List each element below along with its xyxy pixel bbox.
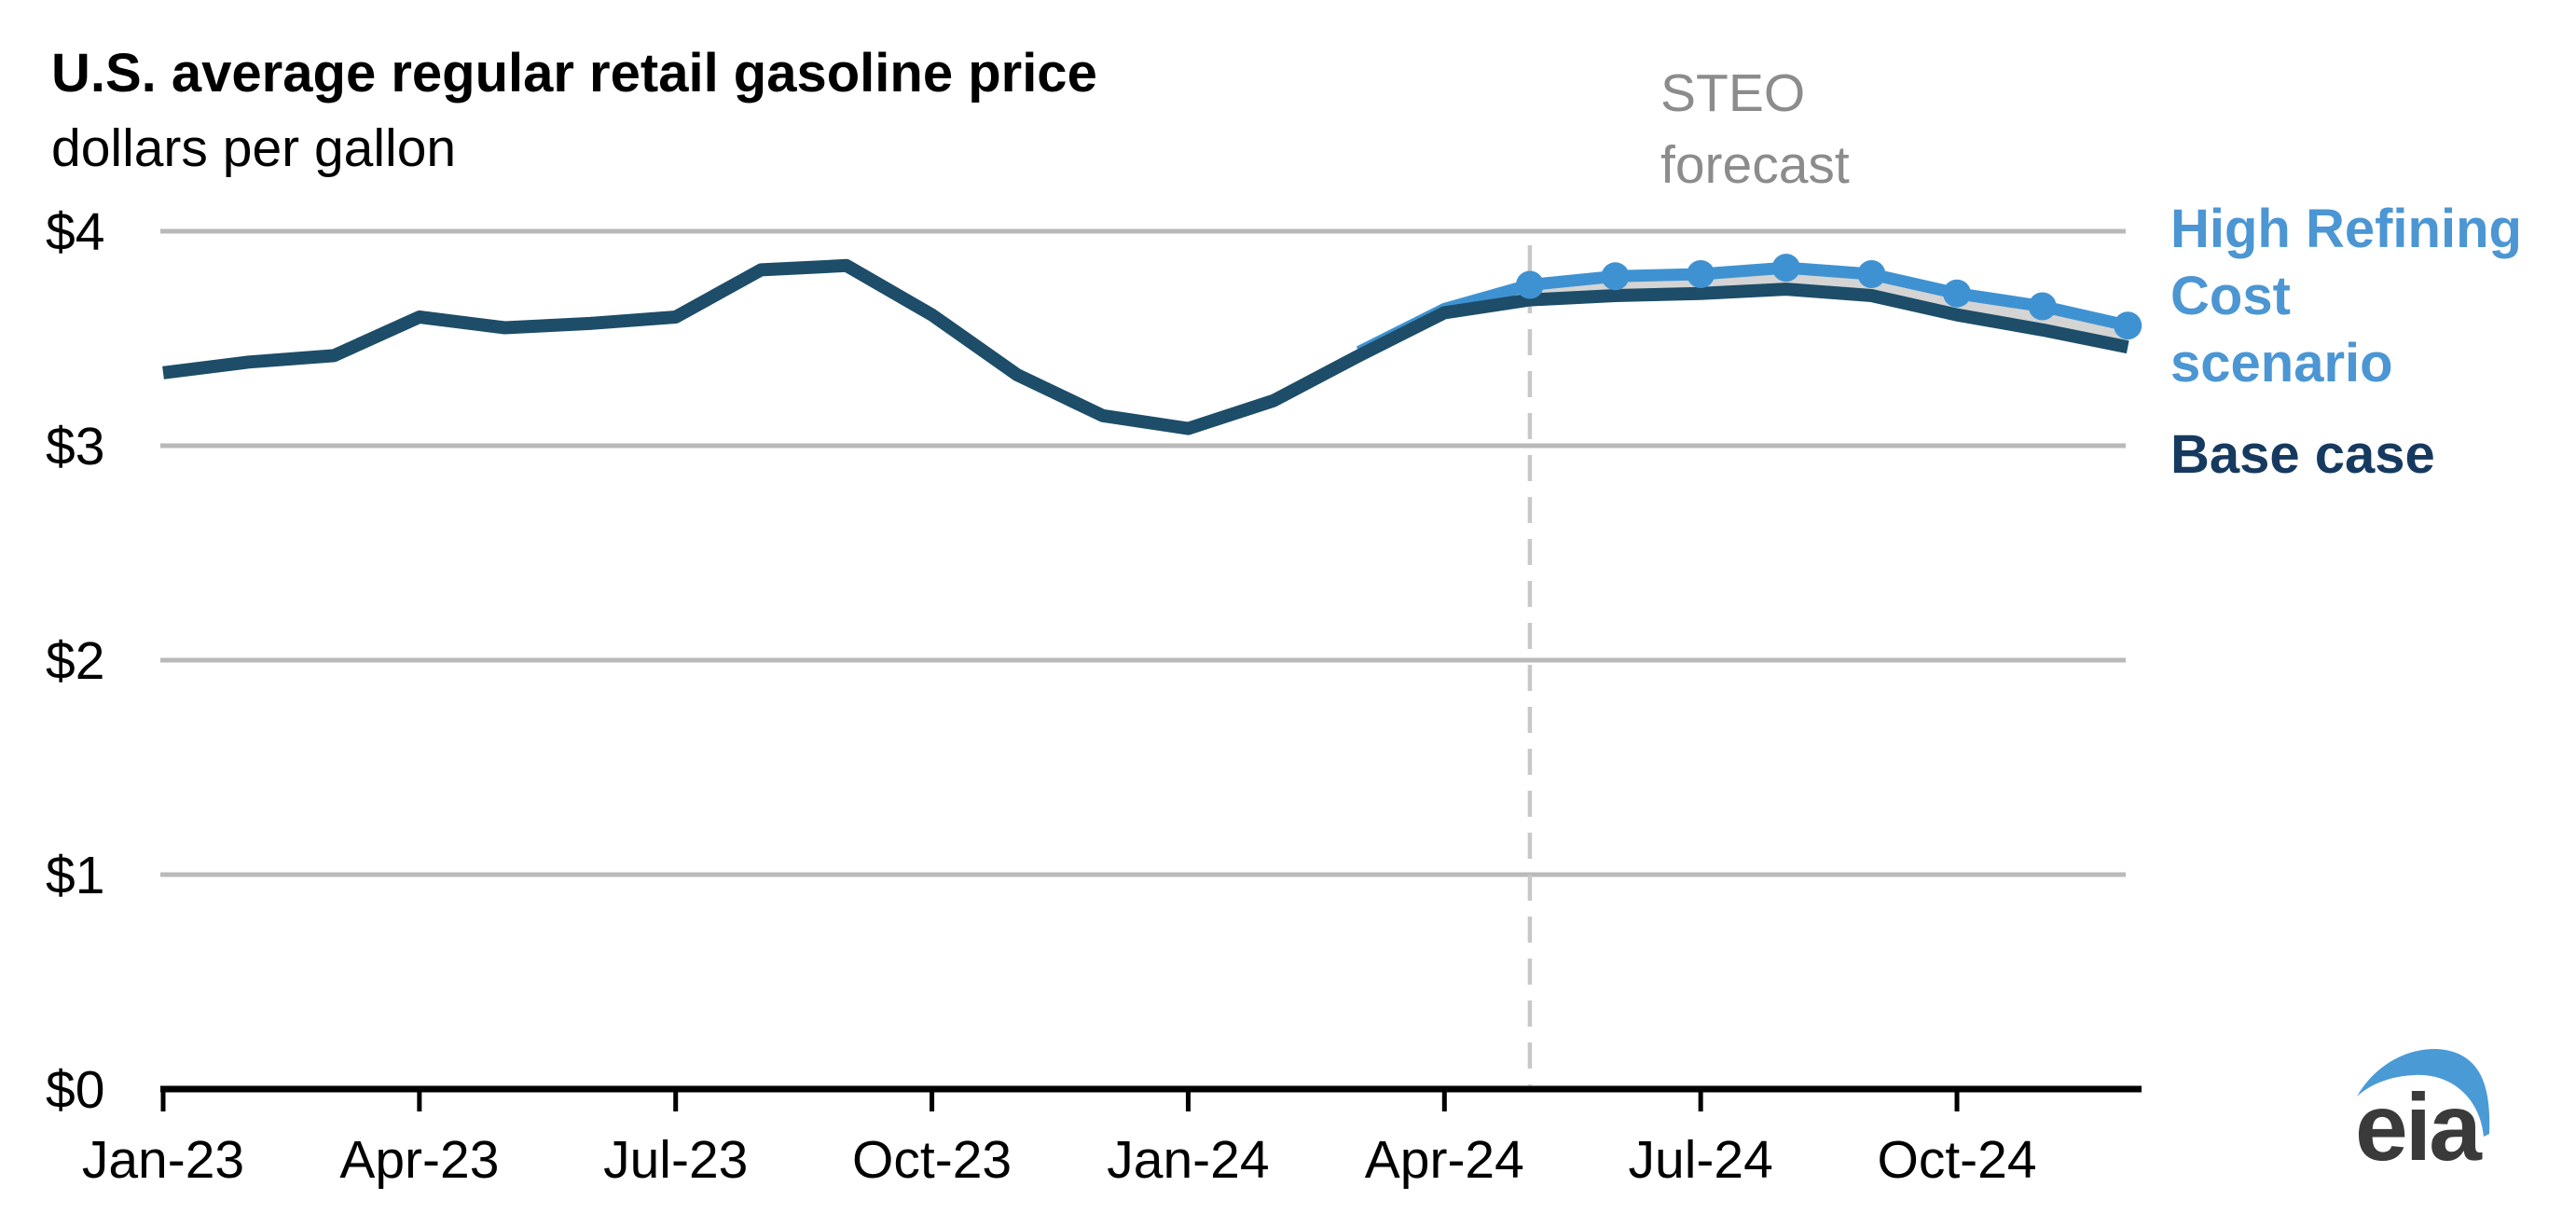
high-scenario-marker [2028, 292, 2057, 321]
y-tick-label: $4 [46, 202, 104, 262]
eia-logo-swoosh-icon [2357, 1049, 2490, 1137]
high-scenario-marker [2114, 311, 2142, 340]
x-tick-label: Oct-24 [1877, 1130, 2036, 1190]
legend-high-line2: Cost [2170, 266, 2291, 326]
legend-high-line1: High Refining [2170, 199, 2522, 259]
x-tick-label: Oct-23 [852, 1130, 1012, 1190]
legend-high-line3: scenario [2170, 333, 2393, 393]
x-tick-label: Apr-24 [1365, 1130, 1524, 1190]
eia-logo: eia [2355, 1049, 2490, 1180]
high-scenario-marker [1943, 279, 1972, 308]
y-tick-label: $0 [46, 1060, 104, 1120]
high-scenario-marker [1515, 270, 1544, 299]
x-tick-label: Jul-24 [1629, 1130, 1773, 1190]
high-scenario-line [1356, 261, 2129, 358]
x-tick-label: Jan-24 [1107, 1130, 1269, 1190]
x-tick-label: Apr-23 [339, 1130, 499, 1190]
high-scenario-marker [1857, 260, 1886, 288]
x-tick-label: Jan-23 [82, 1130, 244, 1190]
high-scenario-marker [1687, 260, 1715, 288]
high-scenario-marker [1601, 262, 1630, 291]
chart-subtitle: dollars per gallon [51, 118, 457, 178]
y-tick-label: $2 [46, 631, 104, 691]
eia-logo-text: eia [2355, 1074, 2483, 1180]
steo-forecast-annotation: STEO forecast [1660, 58, 1850, 201]
steo-forecast-line2: forecast [1660, 135, 1850, 195]
steo-forecast-line1: STEO [1660, 63, 1806, 123]
high-scenario-marker [1771, 254, 1800, 283]
x-tick-label: Jul-23 [603, 1130, 748, 1190]
base-case-line [162, 258, 2129, 435]
legend-base-case: Base case [2170, 424, 2435, 485]
y-tick-label: $1 [46, 846, 104, 905]
chart-title: U.S. average regular retail gasoline pri… [51, 43, 1097, 103]
legend-high-refining-cost-scenario: High Refining Cost scenario [2170, 196, 2571, 397]
y-tick-label: $3 [46, 417, 104, 476]
